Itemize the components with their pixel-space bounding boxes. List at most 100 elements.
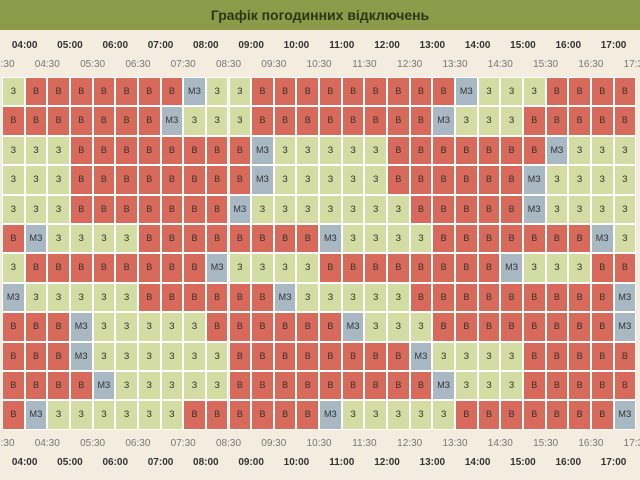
schedule-cell: МЗ (432, 106, 455, 136)
half-hour-label: 08:30 (215, 59, 242, 70)
hour-label: 13:00 (419, 457, 446, 468)
half-hour-label: 16:30 (578, 438, 604, 449)
schedule-cell: З (545, 165, 569, 195)
schedule-cell: В (2, 371, 25, 401)
schedule-cell: З (590, 194, 614, 224)
schedule-cell: З (319, 282, 342, 313)
schedule-cell: В (319, 77, 342, 107)
schedule-cell: В (115, 77, 138, 107)
schedule-cell: В (568, 312, 591, 342)
schedule-cell: З (92, 224, 116, 254)
schedule-cell: З (92, 312, 116, 342)
schedule-cell: В (69, 165, 93, 195)
schedule-cell: З (319, 194, 342, 224)
schedule-cell: З (251, 253, 274, 283)
schedule-cell: В (364, 253, 388, 283)
schedule-cell: В (409, 135, 433, 166)
schedule-cell: В (228, 135, 252, 166)
schedule-cell: З (500, 106, 523, 136)
schedule-cell: В (2, 224, 25, 254)
schedule-cell: В (522, 224, 546, 254)
schedule-cell: В (590, 253, 614, 283)
schedule-cell: В (92, 165, 116, 195)
schedule-cell: МЗ (273, 282, 297, 313)
schedule-cell: З (568, 165, 591, 195)
schedule-cell: В (568, 106, 591, 136)
schedule-cell: В (590, 282, 614, 313)
schedule-cell: В (92, 77, 116, 107)
schedule-cell: В (24, 312, 48, 342)
schedule-cell: МЗ (251, 165, 274, 195)
hour-label: 17:00 (600, 457, 627, 468)
schedule-cell: В (590, 77, 614, 107)
schedule-cell: З (160, 341, 184, 371)
schedule-cell: В (205, 165, 229, 195)
schedule-cell: З (477, 371, 501, 401)
schedule-cell: В (522, 135, 546, 166)
schedule-cell: В (228, 224, 252, 254)
schedule-cell: З (115, 341, 138, 371)
schedule-cell: В (160, 253, 184, 283)
schedule-cell: В (409, 165, 433, 195)
schedule-cell: МЗ (69, 341, 93, 371)
schedule-cell: З (183, 312, 206, 342)
schedule-cell: З (273, 135, 297, 166)
schedule-cell: В (568, 341, 591, 371)
schedule-cell: В (160, 165, 184, 195)
schedule-cell: З (500, 371, 523, 401)
schedule-cell: З (24, 194, 48, 224)
half-hour-label: 07:30 (170, 59, 196, 70)
schedule-cell: В (613, 106, 637, 136)
schedule-cell: З (477, 77, 501, 107)
schedule-cell: З (590, 165, 614, 195)
schedule-cell: В (228, 400, 252, 430)
schedule-cell: В (273, 77, 297, 107)
schedule-cell: З (137, 371, 161, 401)
schedule-cell: В (251, 371, 274, 401)
schedule-cell: В (183, 165, 206, 195)
schedule-cell: В (296, 312, 320, 342)
schedule-cell: В (545, 341, 569, 371)
schedule-cell: В (387, 106, 410, 136)
schedule-cell: В (545, 106, 569, 136)
schedule-cell: В (341, 253, 365, 283)
schedule-cell: В (455, 253, 478, 283)
schedule-cell: З (568, 194, 591, 224)
schedule-cell: В (251, 341, 274, 371)
hour-label: 10:00 (283, 457, 310, 468)
schedule-cell: З (47, 282, 70, 313)
schedule-cell: МЗ (522, 165, 546, 195)
half-hour-label: 09:30 (261, 59, 287, 70)
hour-label: 15:00 (510, 40, 536, 51)
schedule-cell: В (477, 400, 501, 430)
half-hour-label: 06:30 (125, 438, 151, 449)
schedule-cell: В (319, 341, 342, 371)
schedule-cell: МЗ (341, 312, 365, 342)
schedule-cell: З (477, 106, 501, 136)
schedule-cell: В (251, 282, 274, 313)
schedule-cell: З (115, 224, 138, 254)
schedule-cell: В (409, 253, 433, 283)
schedule-cell: В (568, 400, 591, 430)
schedule-cell: З (432, 400, 455, 430)
schedule-cell: З (590, 135, 614, 166)
schedule-cell: В (590, 400, 614, 430)
schedule-cell: В (341, 77, 365, 107)
schedule-cell: В (500, 282, 523, 313)
schedule-cell: В (455, 135, 478, 166)
hour-label: 14:00 (464, 40, 491, 51)
schedule-cell: В (160, 77, 184, 107)
schedule-cell: В (183, 400, 206, 430)
schedule-cell: З (387, 282, 410, 313)
schedule-cell: В (296, 224, 320, 254)
schedule-cell: З (296, 253, 320, 283)
schedule-cell: МЗ (160, 106, 184, 136)
schedule-cell: МЗ (69, 312, 93, 342)
hour-label: 08:00 (193, 457, 219, 468)
schedule-cell: В (115, 135, 138, 166)
schedule-cell: В (545, 282, 569, 313)
schedule-cell: В (477, 312, 501, 342)
schedule-cell: В (432, 282, 455, 313)
schedule-cell: В (115, 106, 138, 136)
schedule-cell: В (477, 282, 501, 313)
